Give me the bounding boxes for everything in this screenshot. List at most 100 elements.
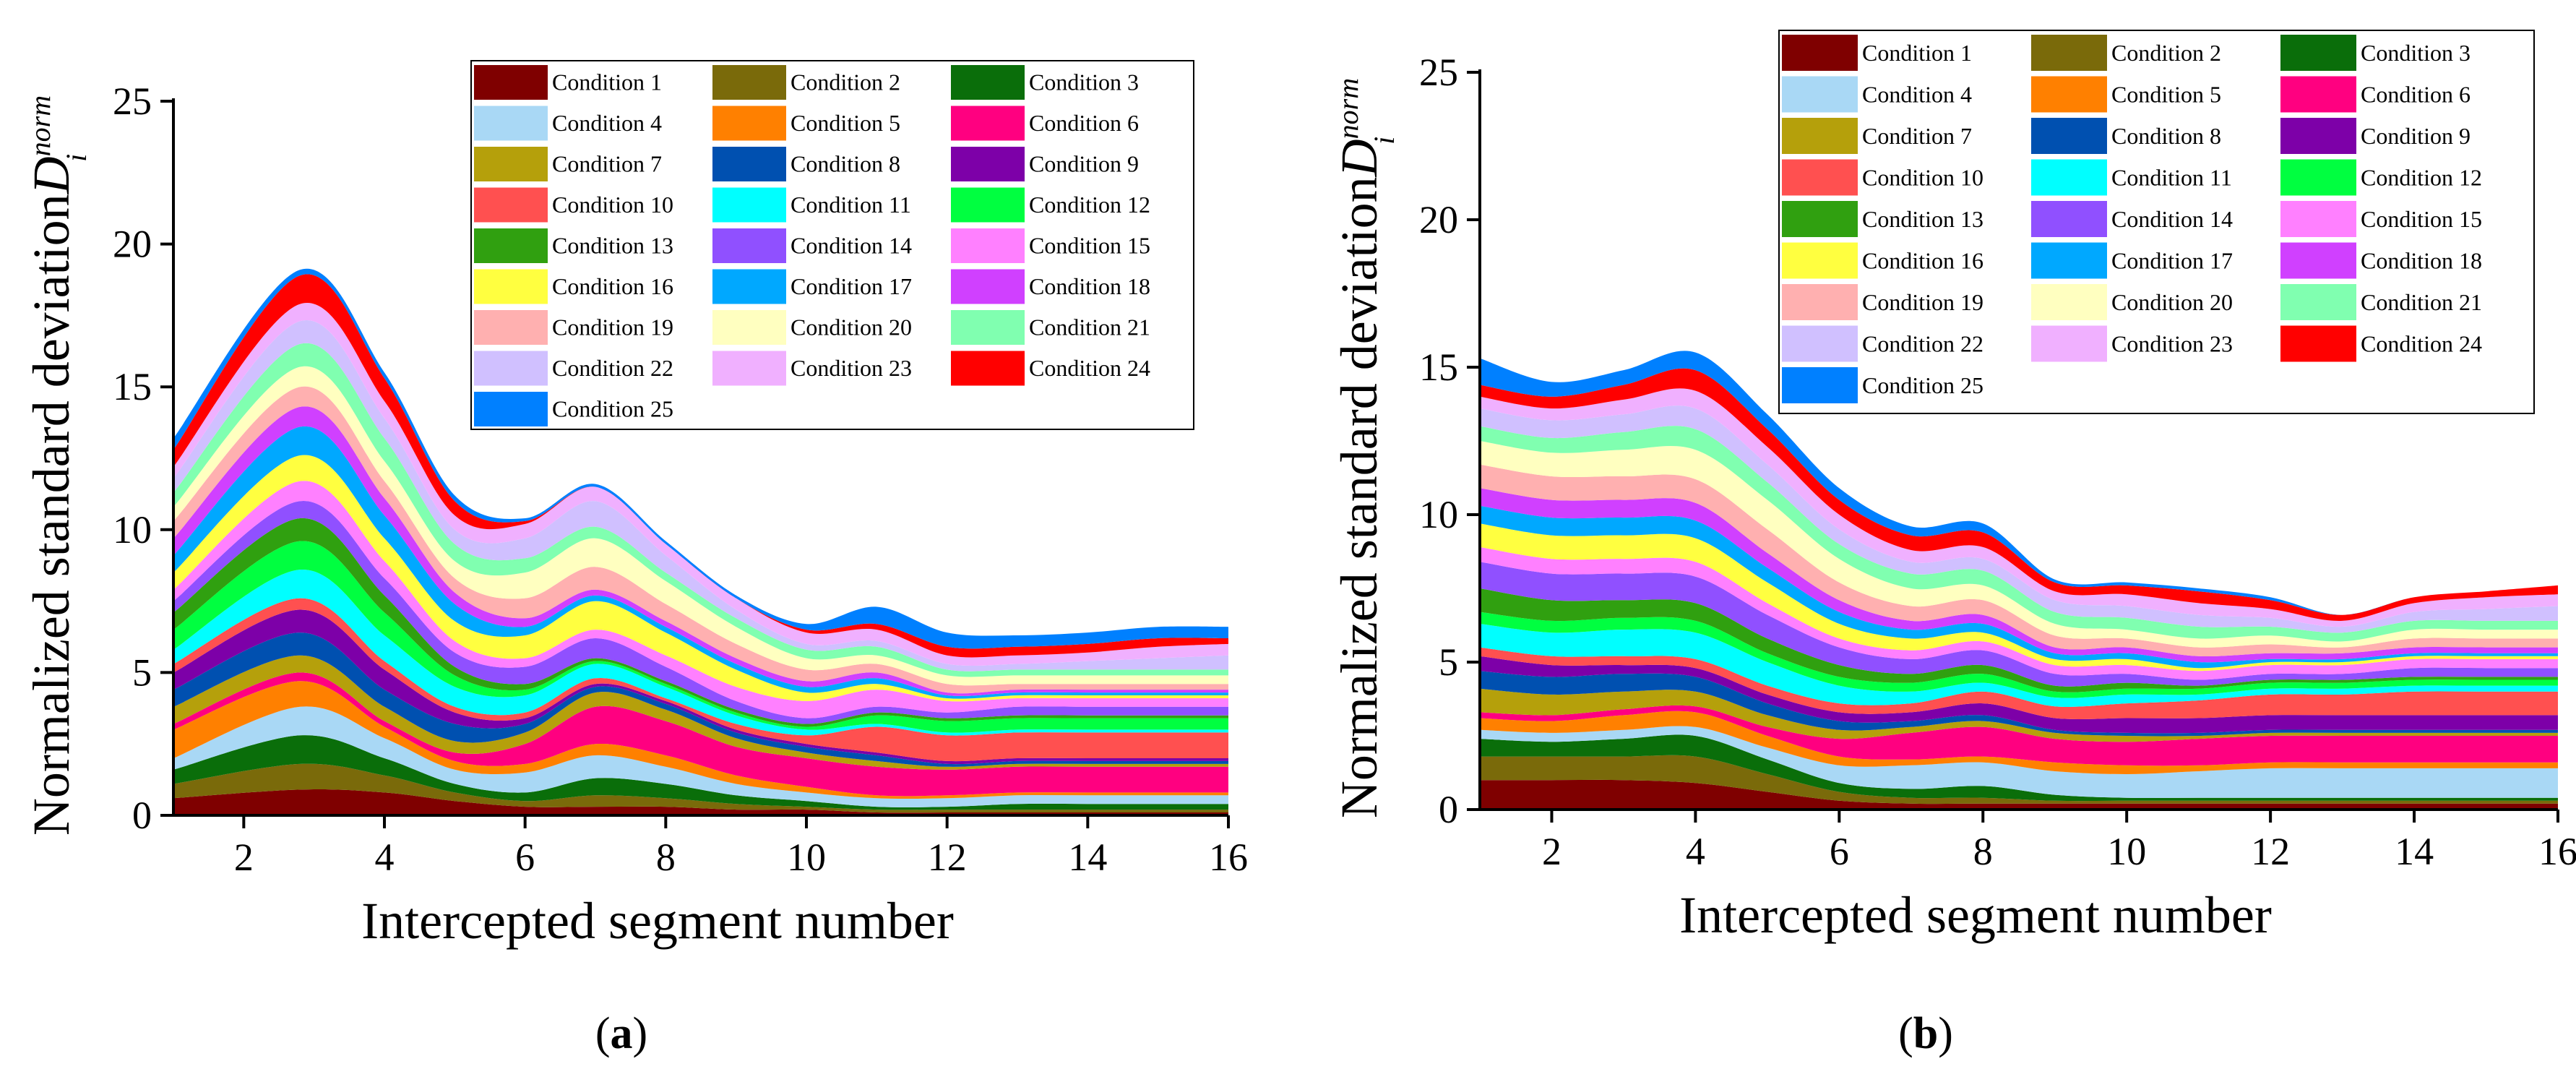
area-condition-15	[173, 481, 1228, 718]
y-axis-title-main: Normalized standard deviation	[1330, 176, 1388, 818]
y-axis-title-main: Normalized standard deviation	[22, 194, 80, 836]
legend-label: Condition 7	[552, 151, 662, 177]
legend-swatch	[1782, 201, 1858, 237]
legend-label: Condition 19	[552, 314, 673, 340]
legend-label: Condition 25	[552, 396, 673, 422]
legend-label: Condition 11	[791, 192, 911, 218]
stacked-areas	[173, 268, 1228, 815]
y-axis-title-symbol: D	[1330, 139, 1388, 177]
legend-swatch	[474, 392, 548, 426]
legend-swatch	[2031, 201, 2107, 237]
legend-swatch	[2031, 118, 2107, 154]
x-tick-label: 12	[928, 836, 967, 879]
area-condition-16	[1480, 523, 2558, 671]
legend-label: Condition 17	[791, 273, 912, 299]
x-tick-label: 6	[1830, 830, 1849, 873]
area-condition-11	[1480, 624, 2558, 707]
y-tick-label: 0	[132, 794, 152, 837]
legend-item: Condition 4	[474, 106, 662, 141]
area-condition-17	[173, 426, 1228, 699]
area-condition-11	[173, 569, 1228, 736]
legend-item: Condition 13	[474, 228, 673, 263]
legend-item: Condition 18	[951, 269, 1150, 304]
legend-item: Condition 16	[1782, 242, 1983, 279]
legend-label: Condition 5	[2111, 82, 2221, 108]
area-condition-17	[1480, 505, 2558, 669]
legend-frame	[1778, 30, 2535, 414]
area-condition-13	[173, 518, 1228, 727]
legend-swatch	[474, 310, 548, 345]
stacked-areas	[1480, 351, 2558, 810]
legend-item: Condition 9	[951, 147, 1139, 181]
legend-label: Condition 21	[2361, 289, 2482, 315]
y-axis-title: Normalized standard deviationDnormi	[1330, 78, 1400, 818]
legend-item: Condition 1	[474, 65, 662, 100]
legend-swatch	[712, 65, 786, 100]
area-condition-14	[1480, 562, 2558, 687]
legend-label: Condition 4	[1862, 82, 1972, 108]
x-tick-label: 8	[1973, 830, 1993, 873]
legend-label: Condition 22	[552, 355, 673, 381]
y-tick-label: 5	[132, 651, 152, 694]
legend-swatch	[1782, 367, 1858, 403]
area-condition-9	[1480, 656, 2558, 734]
legend-swatch	[474, 106, 548, 141]
legend-swatch	[2031, 76, 2107, 113]
legend-swatch	[474, 147, 548, 181]
legend-frame	[470, 60, 1194, 430]
legend-item: Condition 4	[1782, 76, 1972, 113]
x-tick-label: 4	[1686, 830, 1705, 873]
area-condition-2	[173, 763, 1228, 813]
legend-label: Condition 16	[552, 273, 673, 299]
legend-swatch	[2280, 76, 2356, 113]
legend-item: Condition 20	[2031, 284, 2233, 320]
legend: Condition 1 Condition 2 Condition 3 Conditi…	[1778, 30, 2535, 414]
legend-swatch	[951, 187, 1025, 223]
legend-label: Condition 18	[2361, 248, 2482, 274]
legend-label: Condition 6	[2361, 82, 2471, 108]
legend-swatch	[951, 106, 1025, 141]
area-condition-21	[173, 343, 1228, 677]
area-condition-12	[1480, 612, 2558, 698]
legend-swatch	[712, 228, 786, 263]
legend-swatch	[1782, 284, 1858, 320]
area-condition-18	[1480, 488, 2558, 663]
legend-label: Condition 10	[1862, 165, 1983, 191]
legend-label: Condition 1	[552, 69, 662, 95]
y-axis-title-subscript: i	[1368, 137, 1400, 145]
legend-label: Condition 20	[2111, 289, 2233, 315]
area-condition-7	[1480, 688, 2558, 742]
legend-swatch	[474, 65, 548, 100]
legend-item: Condition 20	[712, 310, 912, 345]
legend-item: Condition 7	[1782, 118, 1972, 154]
legend-item: Condition 2	[2031, 35, 2221, 71]
y-axis-title-symbol: D	[22, 156, 80, 194]
x-tick-label: 14	[1068, 836, 1107, 879]
legend-swatch	[1782, 76, 1858, 113]
legend-swatch	[2280, 242, 2356, 279]
legend-label: Condition 20	[791, 314, 912, 340]
legend-item: Condition 21	[2280, 284, 2482, 320]
legend-swatch	[474, 228, 548, 263]
legend-item: Condition 6	[2280, 76, 2471, 113]
x-tick-label: 10	[2107, 830, 2146, 873]
area-condition-25	[173, 268, 1228, 649]
legend-item: Condition 23	[712, 351, 912, 386]
legend-item: Condition 9	[2280, 118, 2471, 154]
x-tick-label: 12	[2251, 830, 2290, 873]
legend-item: Condition 24	[2280, 325, 2482, 362]
legend-label: Condition 18	[1029, 273, 1150, 299]
area-condition-20	[1480, 441, 2558, 648]
legend-label: Condition 17	[2111, 248, 2233, 274]
area-condition-24	[173, 274, 1228, 658]
legend-label: Condition 8	[791, 151, 900, 177]
legend-item: Condition 5	[712, 106, 900, 141]
legend-swatch	[712, 147, 786, 181]
legend-swatch	[951, 147, 1025, 181]
legend-label: Condition 16	[1862, 248, 1983, 274]
axes: 2 4 6 8 10 12 14 16 0 5 10 15 20 25	[113, 80, 1248, 879]
legend-label: Condition 15	[1029, 233, 1150, 259]
legend-swatch	[1782, 159, 1858, 196]
legend-label: Condition 2	[2111, 40, 2221, 66]
